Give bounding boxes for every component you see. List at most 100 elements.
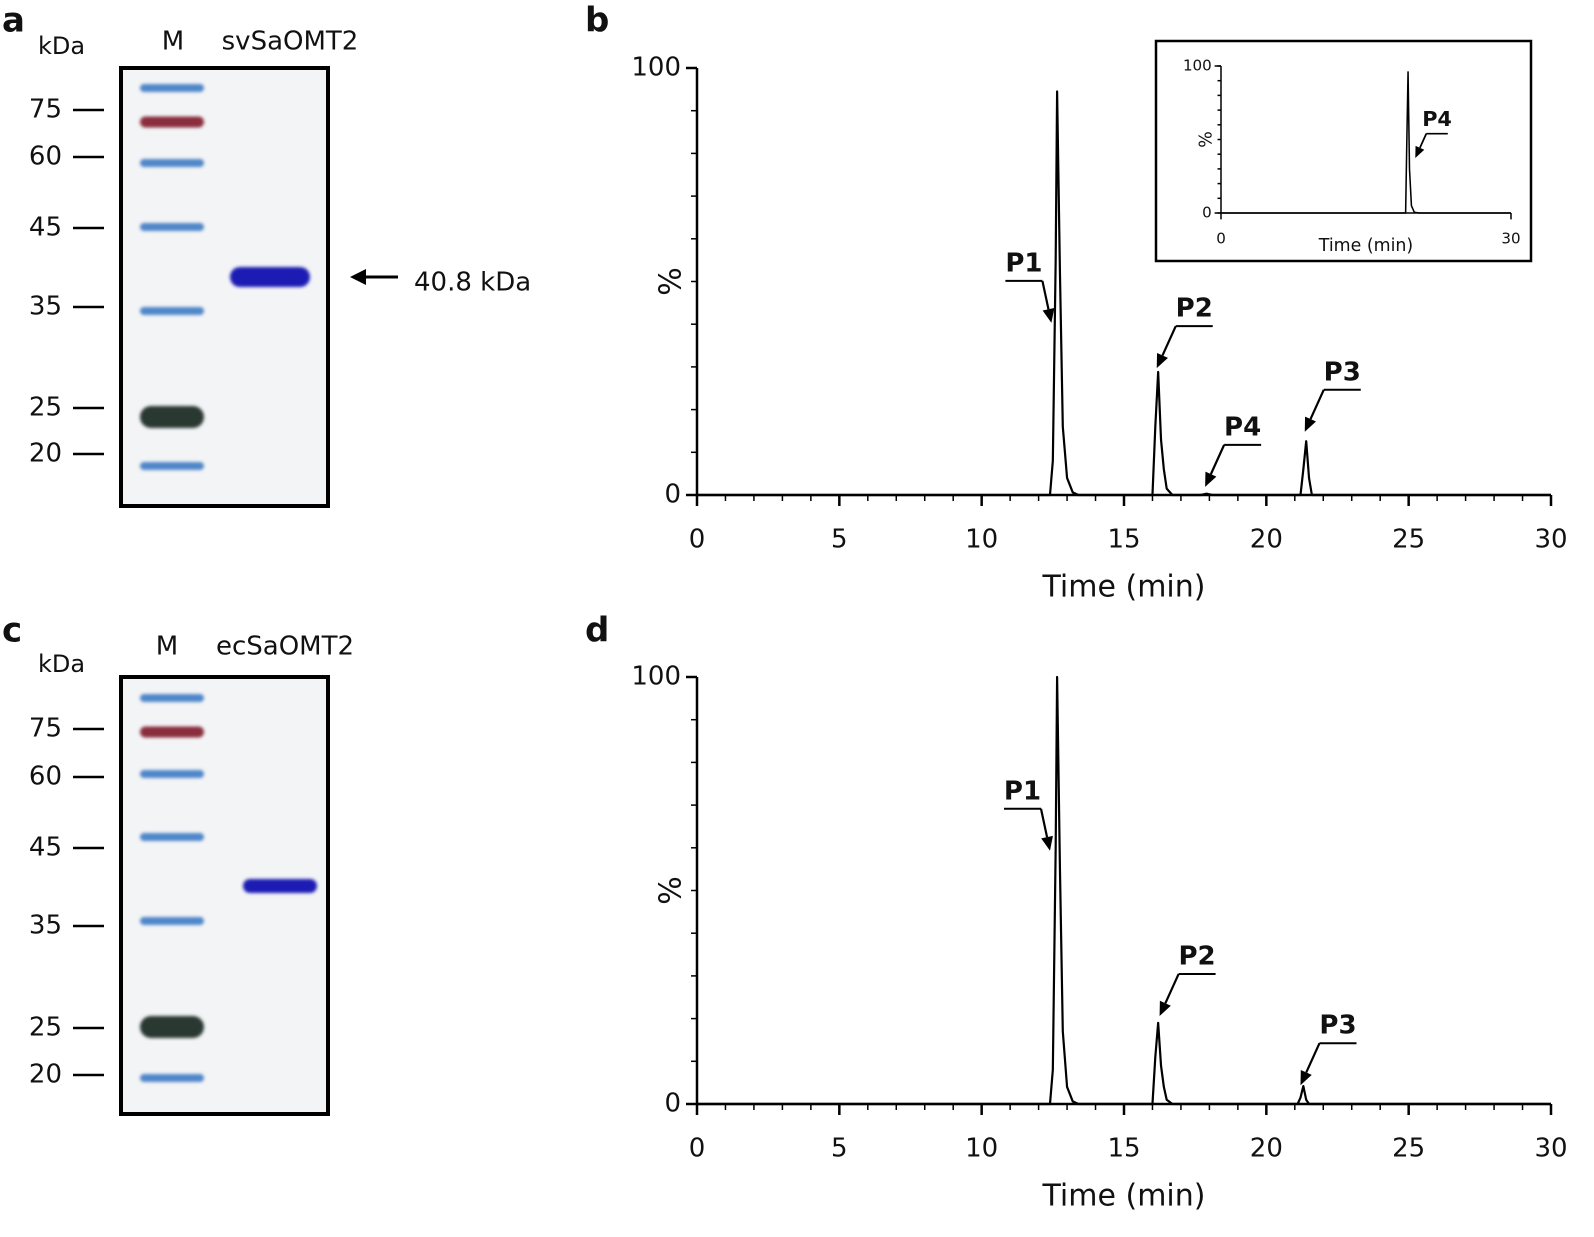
peak-label: P2 xyxy=(1176,294,1213,324)
x-tick-label: 0 xyxy=(1216,230,1226,248)
marker-label: 25 xyxy=(29,1013,62,1043)
lane-label: ecSaOMT2 xyxy=(216,632,354,662)
peak-label: P4 xyxy=(1422,107,1452,131)
unit-label: kDa xyxy=(38,32,85,60)
marker-label: 75 xyxy=(29,95,62,125)
x-tick-label: 20 xyxy=(1250,1134,1283,1164)
marker-label: 45 xyxy=(29,213,62,243)
leader-arrow xyxy=(1309,389,1325,420)
leader-arrowhead xyxy=(1159,1000,1171,1017)
marker-band xyxy=(140,1074,204,1082)
x-tick-label: 20 xyxy=(1250,525,1283,555)
leader-arrow xyxy=(1161,325,1177,356)
leader-arrowhead xyxy=(1042,307,1055,323)
x-axis-label: Time (min) xyxy=(1042,1179,1206,1214)
marker-label: 60 xyxy=(29,142,62,172)
x-tick-label: 15 xyxy=(1107,1134,1140,1164)
leader-arrow xyxy=(1041,280,1050,310)
panel-letter: a xyxy=(2,1,25,41)
x-tick-label: 25 xyxy=(1392,1134,1425,1164)
peak-label: P3 xyxy=(1324,357,1361,387)
leader-arrow xyxy=(1164,973,1180,1004)
y-tick-label: 100 xyxy=(631,53,681,83)
x-tick-label: 30 xyxy=(1501,230,1520,248)
x-tick-label: 30 xyxy=(1534,525,1567,555)
trace xyxy=(697,675,1551,1106)
x-tick-label: 5 xyxy=(831,1134,848,1164)
marker-band xyxy=(140,833,204,841)
peak-label: P3 xyxy=(1319,1011,1356,1041)
marker-band xyxy=(140,307,204,315)
marker-label: 25 xyxy=(29,393,62,423)
marker-band xyxy=(140,159,204,167)
leader-arrowhead xyxy=(1300,1069,1312,1086)
x-tick-label: 0 xyxy=(689,525,706,555)
x-axis-label: Time (min) xyxy=(1042,570,1206,605)
marker-label: 35 xyxy=(29,292,62,322)
x-tick-label: 25 xyxy=(1392,525,1425,555)
leader-arrow xyxy=(1419,133,1428,149)
leader-arrowhead xyxy=(1415,145,1425,159)
marker-label: 45 xyxy=(29,833,62,863)
leader-arrow xyxy=(1305,1042,1321,1073)
leader-arrowhead xyxy=(1205,471,1217,487)
lane-label: M xyxy=(162,27,184,57)
leader-arrow xyxy=(1039,808,1049,838)
protein-band xyxy=(230,267,310,287)
leader-arrowhead xyxy=(1304,416,1317,432)
band-label: 40.8 kDa xyxy=(414,268,531,298)
peak-label: P2 xyxy=(1179,942,1216,972)
leader-arrowhead xyxy=(1041,835,1053,851)
marker-band xyxy=(140,116,204,128)
y-tick-label: 100 xyxy=(1183,57,1212,75)
marker-band xyxy=(140,917,204,925)
x-tick-label: 10 xyxy=(965,525,998,555)
marker-label: 20 xyxy=(29,439,62,469)
marker-band xyxy=(140,406,204,428)
y-axis-label: % xyxy=(654,267,689,296)
marker-band xyxy=(140,84,204,92)
marker-band xyxy=(140,462,204,470)
inset-frame xyxy=(1154,39,1533,263)
x-tick-label: 15 xyxy=(1107,525,1140,555)
leader-arrow xyxy=(1209,444,1226,475)
y-tick-label: 0 xyxy=(1202,204,1212,222)
y-tick-label: 100 xyxy=(631,662,681,692)
unit-label: kDa xyxy=(38,650,85,678)
trace xyxy=(697,90,1551,497)
marker-band xyxy=(140,770,204,778)
panel-letter: c xyxy=(2,611,22,651)
marker-band xyxy=(140,694,204,702)
peak-label: P1 xyxy=(1004,776,1041,806)
marker-label: 75 xyxy=(29,714,62,744)
leader-arrowhead xyxy=(1156,352,1168,369)
marker-label: 35 xyxy=(29,911,62,941)
y-axis-label: % xyxy=(1197,131,1217,148)
x-tick-label: 0 xyxy=(689,1134,706,1164)
protein-band xyxy=(243,879,317,893)
x-tick-label: 30 xyxy=(1534,1134,1567,1164)
panel-letter: b xyxy=(585,1,609,41)
marker-label: 20 xyxy=(29,1060,62,1090)
trace xyxy=(1221,71,1511,214)
y-axis-label: % xyxy=(654,876,689,905)
lane-label: svSaOMT2 xyxy=(222,27,359,57)
y-tick-label: 0 xyxy=(664,480,681,510)
marker-band xyxy=(140,1016,204,1038)
band-arrowhead xyxy=(350,269,366,285)
y-tick-label: 0 xyxy=(664,1089,681,1119)
lane-label: M xyxy=(156,632,178,662)
peak-label: P1 xyxy=(1005,248,1042,278)
panel-letter: d xyxy=(585,611,609,651)
x-tick-label: 5 xyxy=(831,525,848,555)
x-axis-label: Time (min) xyxy=(1318,236,1413,256)
x-tick-label: 10 xyxy=(965,1134,998,1164)
gel xyxy=(119,675,330,1116)
marker-band xyxy=(140,223,204,231)
marker-label: 60 xyxy=(29,762,62,792)
peak-label: P4 xyxy=(1224,412,1261,442)
marker-band xyxy=(140,726,204,738)
